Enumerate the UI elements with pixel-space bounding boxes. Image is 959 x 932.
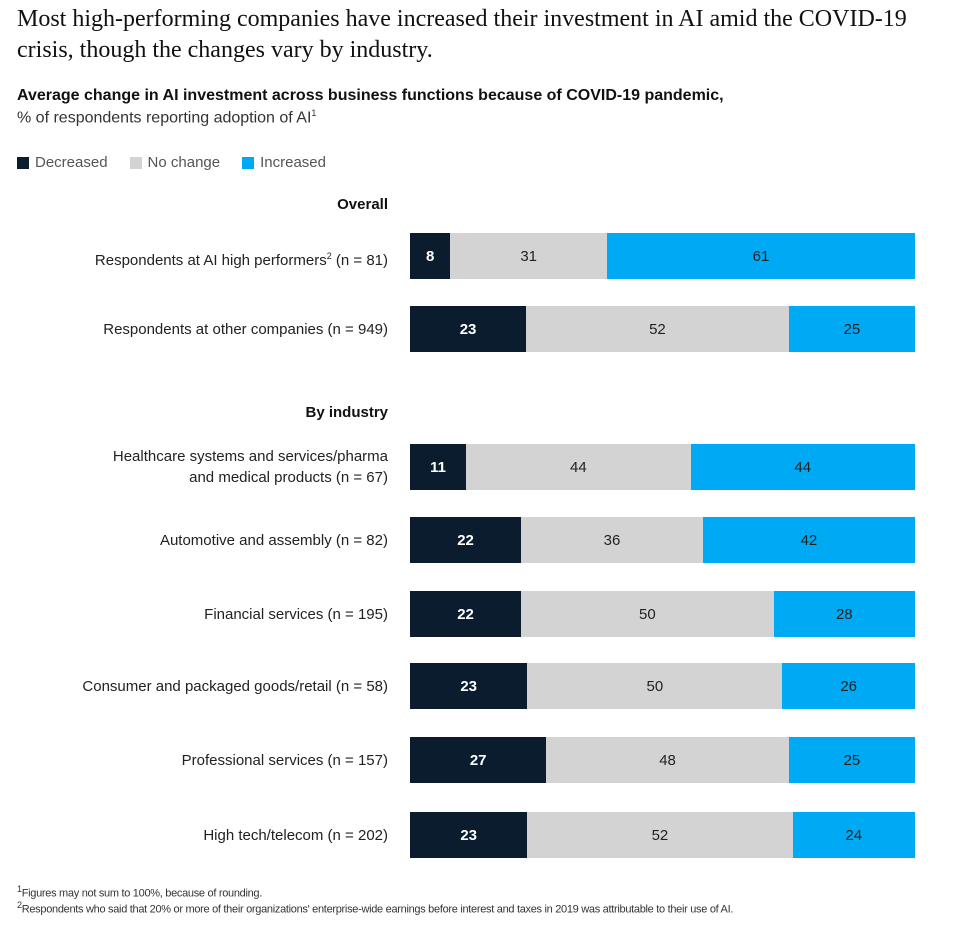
data-label: 42 <box>800 531 818 549</box>
legend-swatch <box>129 156 142 169</box>
stacked-bar: 22 50 28 <box>410 591 915 637</box>
chart-subtitle-units: % of respondents reporting adoption of A… <box>17 108 316 127</box>
stacked-bar: 22 36 42 <box>410 517 915 563</box>
row-n: (n = 81) <box>331 251 388 269</box>
legend-item: No change <box>129 154 221 171</box>
bar-segment-increased: 44 <box>690 444 915 490</box>
footnote-1: 1Figures may not sum to 100%, because of… <box>17 884 262 900</box>
bar-segment-no-change: 52 <box>526 306 789 352</box>
row-label: High tech/telecom (n = 202) <box>203 825 388 846</box>
data-label: 25 <box>843 320 861 338</box>
bar-segment-increased: 25 <box>788 737 915 783</box>
bar-segment-increased: 24 <box>792 812 915 858</box>
bar-segment-no-change: 44 <box>466 444 691 490</box>
bar-segment-increased: 61 <box>606 233 915 279</box>
data-label: 27 <box>469 751 487 769</box>
chart-subtitle: Average change in AI investment across b… <box>17 87 724 104</box>
row-label: Automotive and assembly (n = 82) <box>160 530 388 551</box>
row-label: Respondents at AI high performers2 (n = … <box>95 246 388 271</box>
data-label: 23 <box>460 826 477 844</box>
section-heading: By industry <box>305 404 388 421</box>
bar-segment-decreased: 23 <box>410 812 528 858</box>
row-label: Consumer and packaged goods/retail (n = … <box>82 676 388 697</box>
data-label: 22 <box>457 605 474 623</box>
row-label-text: Professional services (n = 157) <box>181 751 388 769</box>
row-label-text: Respondents at AI high performers <box>94 251 327 269</box>
data-label: 61 <box>752 247 770 265</box>
data-label: 26 <box>840 677 858 695</box>
units-text: % of respondents reporting adoption of A… <box>17 109 312 127</box>
footnote-sup: 1 <box>17 884 22 894</box>
data-label: 36 <box>603 531 621 549</box>
bar-segment-increased: 28 <box>773 591 915 637</box>
row-label: Respondents at other companies (n = 949) <box>103 319 388 340</box>
footnote-ref: 1 <box>311 108 317 118</box>
bar-segment-increased: 26 <box>782 663 915 709</box>
footnote-ref: 2 <box>326 250 332 261</box>
row-label: Financial services (n = 195) <box>204 604 388 625</box>
legend-swatch <box>17 156 29 169</box>
data-label: 50 <box>639 605 656 623</box>
bar-segment-decreased: 23 <box>410 663 528 709</box>
data-label: 44 <box>569 458 587 476</box>
bar-segment-no-change: 50 <box>521 591 774 637</box>
bar-segment-no-change: 31 <box>450 233 607 279</box>
stacked-bar: 23 52 25 <box>410 306 915 352</box>
row-label-text: Healthcare systems and services/pharma <box>112 448 388 465</box>
bar-segment-no-change: 50 <box>527 663 783 709</box>
legend-item: Decreased <box>17 154 108 171</box>
row-label-text: and medical products (n = 67) <box>189 469 388 486</box>
data-label: 48 <box>659 751 676 769</box>
chart-title: Most high-performing companies have incr… <box>17 6 907 63</box>
data-label: 23 <box>460 677 477 695</box>
bar-segment-no-change: 52 <box>527 812 793 858</box>
stacked-bar: 27 48 25 <box>410 737 915 783</box>
bar-segment-decreased: 8 <box>410 233 451 279</box>
row-label-text: High tech/telecom (n = 202) <box>203 826 388 844</box>
legend-item: Increased <box>242 154 326 171</box>
row-label: Healthcare systems and services/pharma an… <box>113 446 388 488</box>
legend-label: No change <box>147 154 221 171</box>
section-heading: Overall <box>337 196 388 213</box>
legend-swatch <box>242 156 255 169</box>
footnote-sup: 2 <box>17 900 22 910</box>
row-label-text: Respondents at other companies (n = 949) <box>103 320 388 338</box>
row-label-text: Consumer and packaged goods/retail (n = … <box>82 677 388 695</box>
footnote-text: Figures may not sum to 100%, because of … <box>21 887 263 900</box>
data-label: 24 <box>845 826 863 844</box>
bar-segment-decreased: 11 <box>410 444 467 490</box>
legend-label: Increased <box>260 154 326 171</box>
data-label: 11 <box>430 458 446 476</box>
bar-segment-increased: 42 <box>702 517 915 563</box>
footnote-text: Respondents who said that 20% or more of… <box>21 903 734 916</box>
bar-segment-decreased: 22 <box>410 517 522 563</box>
footnote-2: 2Respondents who said that 20% or more o… <box>17 900 733 916</box>
stacked-bar: 11 44 44 <box>410 444 915 490</box>
bar-segment-decreased: 22 <box>410 591 522 637</box>
stacked-bar: 8 31 61 <box>410 233 915 279</box>
data-label: 50 <box>646 677 664 695</box>
bar-segment-decreased: 23 <box>410 306 527 352</box>
data-label: 28 <box>835 605 853 623</box>
row-label-text: Financial services (n = 195) <box>204 605 388 623</box>
data-label: 31 <box>520 247 537 265</box>
data-label: 44 <box>794 458 812 476</box>
bar-segment-decreased: 27 <box>410 737 547 783</box>
legend-label: Decreased <box>35 154 108 171</box>
row-label: Professional services (n = 157) <box>182 750 388 771</box>
data-label: 52 <box>651 826 669 844</box>
data-label: 8 <box>426 247 435 265</box>
data-label: 52 <box>649 320 666 338</box>
stacked-bar: 23 50 26 <box>410 663 915 709</box>
row-label-text: Automotive and assembly (n = 82) <box>159 531 388 549</box>
data-label: 22 <box>457 531 474 549</box>
data-label: 23 <box>459 320 477 338</box>
legend: Decreased No change Increased <box>17 154 326 171</box>
data-label: 25 <box>843 751 861 769</box>
bar-segment-no-change: 48 <box>546 737 789 783</box>
stacked-bar: 23 52 24 <box>410 812 915 858</box>
bar-segment-no-change: 36 <box>521 517 703 563</box>
bar-segment-increased: 25 <box>788 306 915 352</box>
